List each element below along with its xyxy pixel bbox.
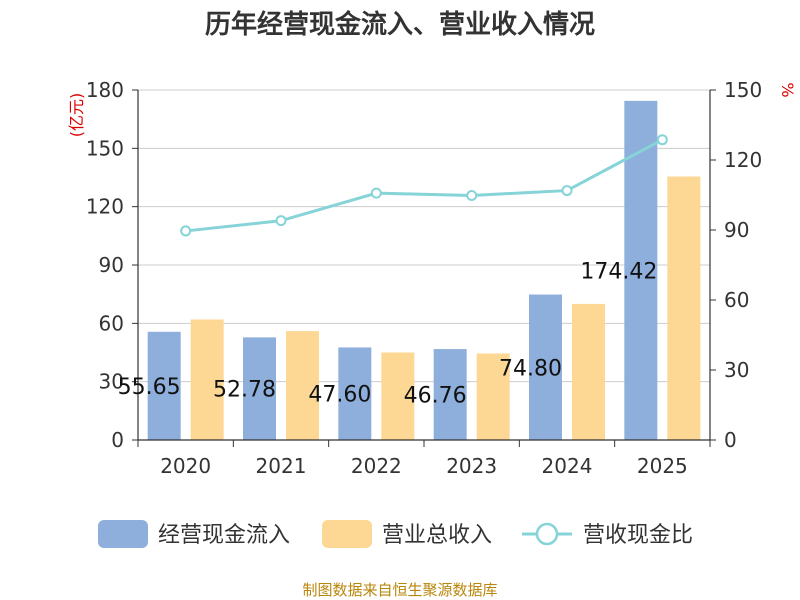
data-label: 46.76: [404, 384, 467, 409]
left-tick-label: 180: [86, 78, 124, 102]
right-tick-label: 120: [724, 148, 762, 172]
data-label: 55.65: [118, 375, 181, 400]
x-tick-label: 2024: [542, 454, 593, 478]
revenue-bar: [572, 303, 605, 440]
ratio-point: [466, 189, 478, 201]
x-tick-label: 2022: [351, 454, 402, 478]
gridlines: [138, 89, 710, 383]
x-tick-label: 2021: [256, 454, 307, 478]
right-axis-unit: %: [778, 82, 797, 97]
legend: 经营现金流入 营业总收入 营收现金比: [98, 520, 693, 548]
data-label: 174.42: [580, 259, 657, 284]
right-tick-label: 60: [724, 288, 749, 312]
ratio-point: [180, 225, 192, 237]
data-label: 52.78: [213, 378, 276, 403]
left-tick-label: 90: [99, 253, 124, 277]
left-tick-label: 0: [111, 428, 124, 452]
x-tick-label: 2023: [446, 454, 497, 478]
left-axis-unit: (亿元): [67, 93, 86, 138]
data-labels: 55.65 52.78 47.60 46.76 74.80 174.42: [118, 259, 658, 408]
x-tick-label: 2020: [160, 454, 211, 478]
legend-label-cash-inflow: 经营现金流入: [158, 523, 290, 548]
revenue-bar: [190, 319, 224, 440]
left-tick-label: 120: [86, 195, 124, 219]
revenue-bar: [476, 353, 510, 440]
ratio-line: [180, 134, 668, 237]
ratio-point: [275, 215, 287, 227]
cash-inflow-bar: [529, 294, 562, 440]
data-label: 47.60: [308, 383, 371, 408]
right-tick-label: 0: [724, 428, 737, 452]
ratio-point: [370, 187, 382, 199]
right-tick-label: 30: [724, 358, 749, 382]
x-tick-label: 2025: [637, 454, 688, 478]
axes: 0 30 60 90 120 150 180 0 30 60 90 120 150 2020 2021 202…: [86, 78, 762, 478]
ratio-line-path: [185, 138, 664, 233]
legend-label-revenue: 营业总收入: [382, 523, 492, 548]
revenue-bar: [286, 331, 319, 440]
cash-inflow-bar: [338, 347, 372, 440]
source-note: 制图数据来自恒生聚源数据库: [302, 581, 497, 599]
cash-inflow-bar: [243, 337, 276, 440]
ratio-point: [656, 134, 668, 146]
data-label: 74.80: [499, 356, 562, 381]
cash-inflow-bar: [433, 349, 467, 440]
legend-marker-ratio: [535, 522, 559, 546]
ratio-point: [561, 185, 573, 197]
left-tick-label: 30: [99, 370, 124, 394]
revenue-bar: [667, 176, 701, 440]
legend-swatch-revenue: [322, 520, 372, 548]
chart-title: 历年经营现金流入、营业收入情况: [205, 9, 595, 40]
cash-inflow-bar: [147, 331, 181, 440]
left-tick-label: 150: [86, 136, 124, 160]
revenue-bar: [381, 352, 415, 440]
bars: [147, 100, 701, 440]
legend-swatch-cash-inflow: [98, 520, 148, 548]
right-tick-label: 150: [724, 78, 762, 102]
right-tick-label: 90: [724, 218, 749, 242]
legend-label-ratio: 营收现金比: [583, 523, 693, 548]
left-tick-label: 60: [99, 311, 124, 335]
